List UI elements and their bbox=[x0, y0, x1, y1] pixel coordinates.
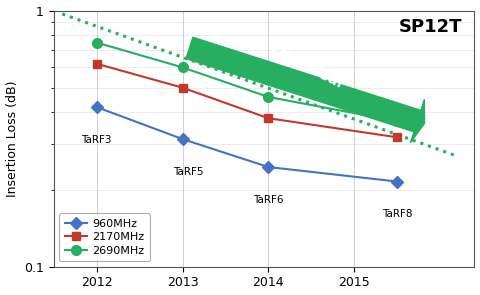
960MHz bbox=[180, 137, 185, 141]
2170MHz bbox=[94, 62, 99, 65]
2170MHz bbox=[180, 86, 185, 89]
Text: -25%/Year: -25%/Year bbox=[266, 42, 348, 92]
Line: 2170MHz: 2170MHz bbox=[93, 60, 401, 142]
Line: 960MHz: 960MHz bbox=[93, 103, 401, 186]
2170MHz bbox=[265, 117, 271, 120]
960MHz bbox=[394, 180, 400, 183]
Line: 2690MHz: 2690MHz bbox=[92, 38, 402, 126]
Text: TaRF6: TaRF6 bbox=[253, 195, 284, 205]
2170MHz bbox=[394, 135, 400, 139]
Text: TaRF5: TaRF5 bbox=[173, 167, 204, 177]
960MHz bbox=[94, 105, 99, 109]
2690MHz bbox=[94, 41, 99, 44]
2690MHz bbox=[265, 95, 271, 99]
Text: TaRF8: TaRF8 bbox=[382, 209, 412, 219]
2690MHz bbox=[394, 119, 400, 123]
960MHz bbox=[265, 165, 271, 169]
Text: TaRF3: TaRF3 bbox=[82, 135, 112, 145]
Legend: 960MHz, 2170MHz, 2690MHz: 960MHz, 2170MHz, 2690MHz bbox=[59, 213, 150, 261]
Text: SP12T: SP12T bbox=[398, 18, 462, 36]
2690MHz bbox=[180, 65, 185, 69]
Y-axis label: Insertion Loss (dB): Insertion Loss (dB) bbox=[6, 81, 19, 197]
